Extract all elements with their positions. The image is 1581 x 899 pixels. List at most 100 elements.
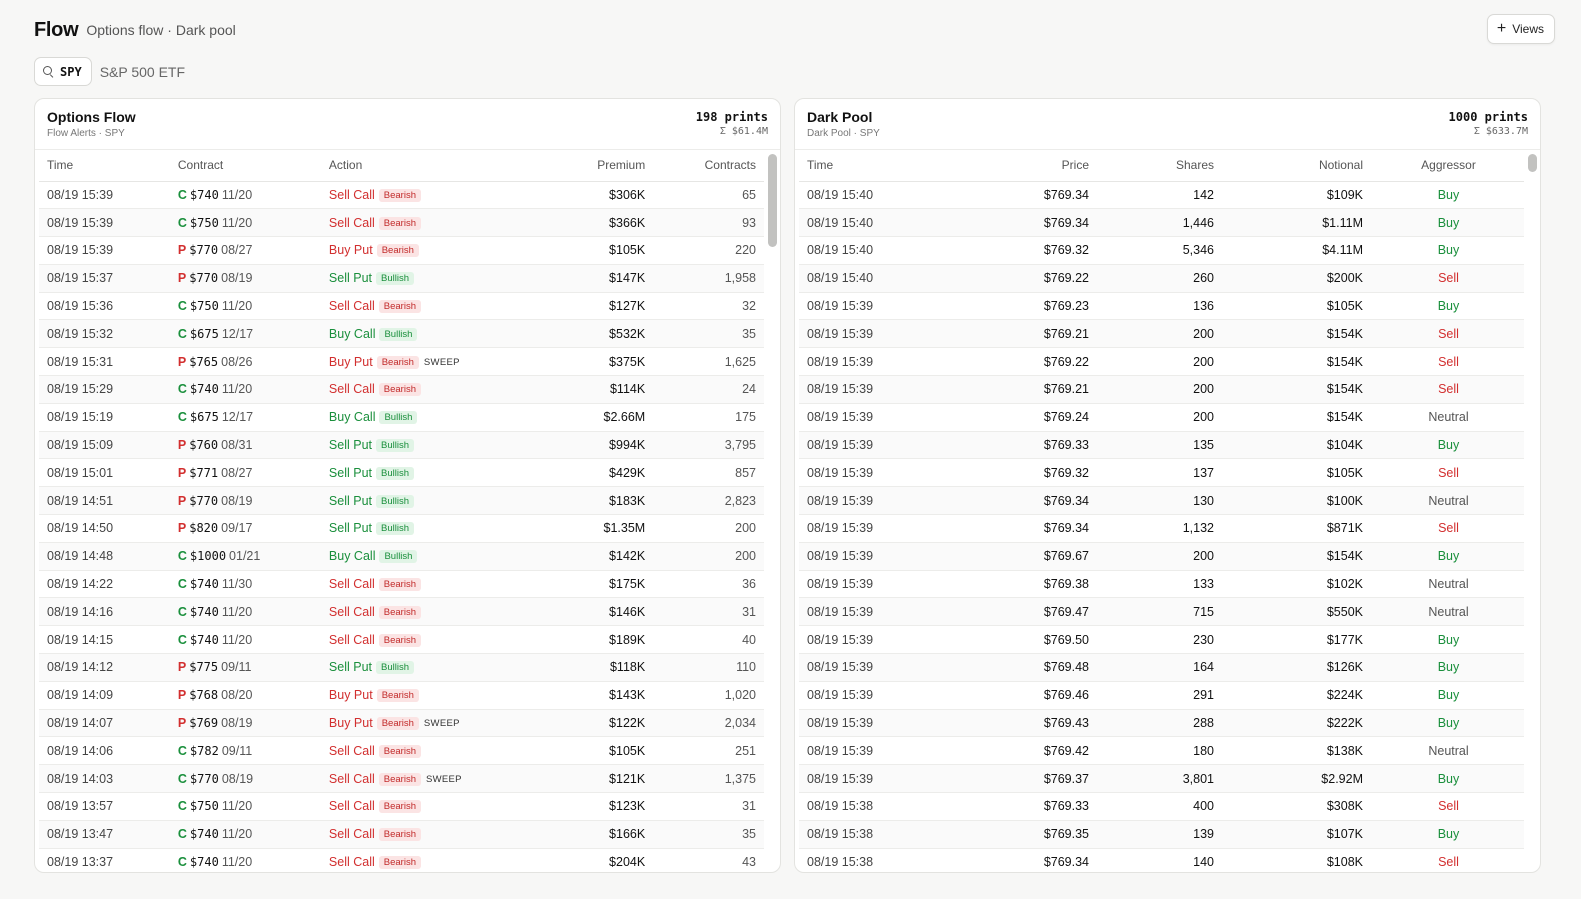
table-row[interactable]: 08/19 15:39 $769.48 164 $126K Buy	[799, 653, 1524, 682]
table-row[interactable]: 08/19 15:39 C $750 11/20 Sell Call Bearish $36…	[39, 208, 764, 238]
table-row[interactable]: 08/19 15:39 C $740 11/20 Sell Call Bearish $30…	[39, 181, 764, 210]
table-row[interactable]: 08/19 15:39 $769.21 200 $154K Sell	[799, 375, 1524, 404]
cell-contracts: 2,823	[653, 486, 764, 516]
column-header-time[interactable]: Time	[39, 150, 170, 182]
table-row[interactable]: 08/19 14:50 P $820 09/17 Sell Put Bullish $1.3…	[39, 514, 764, 543]
cell-time: 08/19 15:31	[39, 347, 170, 377]
table-row[interactable]: 08/19 13:47 C $740 11/20 Sell Call Bearish $16…	[39, 820, 764, 849]
table-row[interactable]: 08/19 14:09 P $768 08/20 Buy Put Bearish $143K…	[39, 681, 764, 710]
cell-time: 08/19 15:40	[799, 236, 949, 265]
options-table-wrap[interactable]: Time Contract Action Premium Contracts 08/19…	[39, 150, 764, 872]
action-label: Sell Put	[328, 438, 373, 453]
options-flow-header: Options Flow Flow Alerts · SPY 198 print…	[35, 99, 780, 150]
contract-side: C	[177, 577, 187, 592]
table-row[interactable]: 08/19 15:39 $769.50 230 $177K Buy	[799, 625, 1524, 655]
contract-side: C	[177, 855, 187, 870]
table-row[interactable]: 08/19 14:06 C $782 09/11 Sell Call Bearish $10…	[39, 736, 764, 766]
views-button[interactable]: + Views	[1486, 14, 1555, 44]
table-row[interactable]: 08/19 14:51 P $770 08/19 Sell Put Bullish $183…	[39, 486, 764, 516]
table-row[interactable]: 08/19 15:39 $769.23 136 $105K Buy	[799, 292, 1524, 321]
table-row[interactable]: 08/19 13:37 C $740 11/20 Sell Call Bearish $20…	[39, 848, 764, 872]
table-row[interactable]: 08/19 15:39 P $770 08/27 Buy Put Bearish $105K…	[39, 236, 764, 265]
sentiment-badge: Bearish	[376, 355, 419, 369]
table-row[interactable]: 08/19 15:39 $769.24 200 $154K Neutral	[799, 403, 1524, 432]
table-row[interactable]: 08/19 15:39 $769.67 200 $154K Buy	[799, 542, 1524, 571]
table-row[interactable]: 08/19 14:16 C $740 11/20 Sell Call Bearish $14…	[39, 597, 764, 627]
cell-contracts: 1,625	[653, 347, 764, 377]
table-row[interactable]: 08/19 15:39 $769.37 3,801 $2.92M Buy	[799, 764, 1524, 794]
contract-side: P	[177, 271, 187, 286]
table-row[interactable]: 08/19 15:39 $769.33 135 $104K Buy	[799, 431, 1524, 460]
options-scroll-thumb[interactable]	[768, 154, 777, 247]
action-label: Sell Call	[328, 771, 375, 786]
cell-contracts: 35	[653, 820, 764, 849]
table-row[interactable]: 08/19 15:39 $769.22 200 $154K Sell	[799, 347, 1524, 377]
table-row[interactable]: 08/19 15:40 $769.34 142 $109K Buy	[799, 181, 1524, 210]
table-row[interactable]: 08/19 14:07 P $769 08/19 Buy Put Bearish SWEEP…	[39, 709, 764, 738]
cell-time: 08/19 15:37	[39, 264, 170, 293]
table-row[interactable]: 08/19 14:48 C $1000 01/21 Buy Call Bullish $14…	[39, 542, 764, 571]
table-row[interactable]: 08/19 15:40 $769.34 1,446 $1.11M Buy	[799, 208, 1524, 238]
dark-pool-table-wrap[interactable]: Time Price Shares Notional Aggressor 08/19 1…	[799, 150, 1524, 872]
table-row[interactable]: 08/19 15:40 $769.32 5,346 $4.11M Buy	[799, 236, 1524, 265]
table-row[interactable]: 08/19 15:39 $769.46 291 $224K Buy	[799, 681, 1524, 710]
table-row[interactable]: 08/19 15:39 $769.21 200 $154K Sell	[799, 319, 1524, 349]
table-row[interactable]: 08/19 15:09 P $760 08/31 Sell Put Bullish $994…	[39, 431, 764, 460]
column-header-contract[interactable]: Contract	[169, 150, 321, 182]
cell-shares: 139	[1097, 820, 1222, 849]
table-row[interactable]: 08/19 14:12 P $775 09/11 Sell Put Bullish $118…	[39, 653, 764, 682]
table-row[interactable]: 08/19 15:01 P $771 08/27 Sell Put Bullish $429…	[39, 458, 764, 488]
ticker-search-chip[interactable]: SPY	[34, 57, 92, 86]
contract-strike: $775	[189, 660, 219, 675]
column-header-price[interactable]: Price	[949, 150, 1097, 182]
dark-pool-scroll-thumb[interactable]	[1528, 154, 1537, 172]
table-row[interactable]: 08/19 15:39 $769.34 1,132 $871K Sell	[799, 514, 1524, 543]
contract-side: P	[177, 354, 187, 369]
options-scrollbar[interactable]	[767, 152, 777, 868]
action-label: Sell Call	[328, 382, 375, 397]
column-header-action[interactable]: Action	[320, 150, 533, 182]
cell-shares: 715	[1097, 597, 1222, 627]
table-row[interactable]: 08/19 13:57 C $750 11/20 Sell Call Bearish $12…	[39, 792, 764, 821]
table-row[interactable]: 08/19 15:31 P $765 08/26 Buy Put Bearish SWEEP…	[39, 347, 764, 377]
cell-time: 08/19 15:39	[39, 236, 170, 265]
contract-strike: $750	[189, 799, 219, 814]
table-row[interactable]: 08/19 15:38 $769.34 140 $108K Sell	[799, 848, 1524, 872]
table-row[interactable]: 08/19 15:40 $769.22 260 $200K Sell	[799, 264, 1524, 293]
table-row[interactable]: 08/19 14:22 C $740 11/30 Sell Call Bearish $17…	[39, 570, 764, 599]
cell-shares: 200	[1097, 375, 1222, 404]
table-row[interactable]: 08/19 15:29 C $740 11/20 Sell Call Bearish $11…	[39, 375, 764, 404]
cell-contracts: 24	[653, 375, 764, 404]
table-row[interactable]: 08/19 15:32 C $675 12/17 Buy Call Bullish $532…	[39, 319, 764, 349]
table-row[interactable]: 08/19 14:03 C $770 08/19 Sell Call Bearish SWE…	[39, 764, 764, 794]
column-header-premium[interactable]: Premium	[532, 150, 654, 182]
cell-time: 08/19 13:37	[39, 848, 170, 872]
cell-aggressor: Buy	[1371, 764, 1524, 794]
table-row[interactable]: 08/19 14:15 C $740 11/20 Sell Call Bearish $18…	[39, 625, 764, 655]
table-row[interactable]: 08/19 15:39 $769.43 288 $222K Buy	[799, 709, 1524, 738]
dark-pool-scrollbar[interactable]	[1527, 152, 1537, 868]
table-row[interactable]: 08/19 15:37 P $770 08/19 Sell Put Bullish $147…	[39, 264, 764, 293]
column-header-time[interactable]: Time	[799, 150, 949, 182]
table-row[interactable]: 08/19 15:38 $769.33 400 $308K Sell	[799, 792, 1524, 821]
contract-expiry: 11/30	[221, 577, 253, 592]
table-row[interactable]: 08/19 15:36 C $750 11/20 Sell Call Bearish $12…	[39, 292, 764, 321]
column-header-notional[interactable]: Notional	[1222, 150, 1371, 182]
cell-time: 08/19 15:39	[799, 764, 949, 794]
column-header-contracts[interactable]: Contracts	[653, 150, 764, 182]
cell-contract: C $740 11/30	[169, 570, 321, 599]
cell-price: $769.42	[949, 736, 1097, 766]
table-row[interactable]: 08/19 15:39 $769.47 715 $550K Neutral	[799, 597, 1524, 627]
table-row[interactable]: 08/19 15:39 $769.42 180 $138K Neutral	[799, 736, 1524, 766]
column-header-shares[interactable]: Shares	[1097, 150, 1222, 182]
cell-contract: C $782 09/11	[169, 736, 321, 766]
table-row[interactable]: 08/19 15:39 $769.32 137 $105K Sell	[799, 458, 1524, 488]
table-row[interactable]: 08/19 15:19 C $675 12/17 Buy Call Bullish $2.6…	[39, 403, 764, 432]
cell-premium: $306K	[532, 181, 654, 210]
table-row[interactable]: 08/19 15:39 $769.38 133 $102K Neutral	[799, 570, 1524, 599]
contract-side: P	[177, 688, 187, 703]
cell-price: $769.43	[949, 709, 1097, 738]
table-row[interactable]: 08/19 15:38 $769.35 139 $107K Buy	[799, 820, 1524, 849]
column-header-aggressor[interactable]: Aggressor	[1371, 150, 1524, 182]
table-row[interactable]: 08/19 15:39 $769.34 130 $100K Neutral	[799, 486, 1524, 516]
